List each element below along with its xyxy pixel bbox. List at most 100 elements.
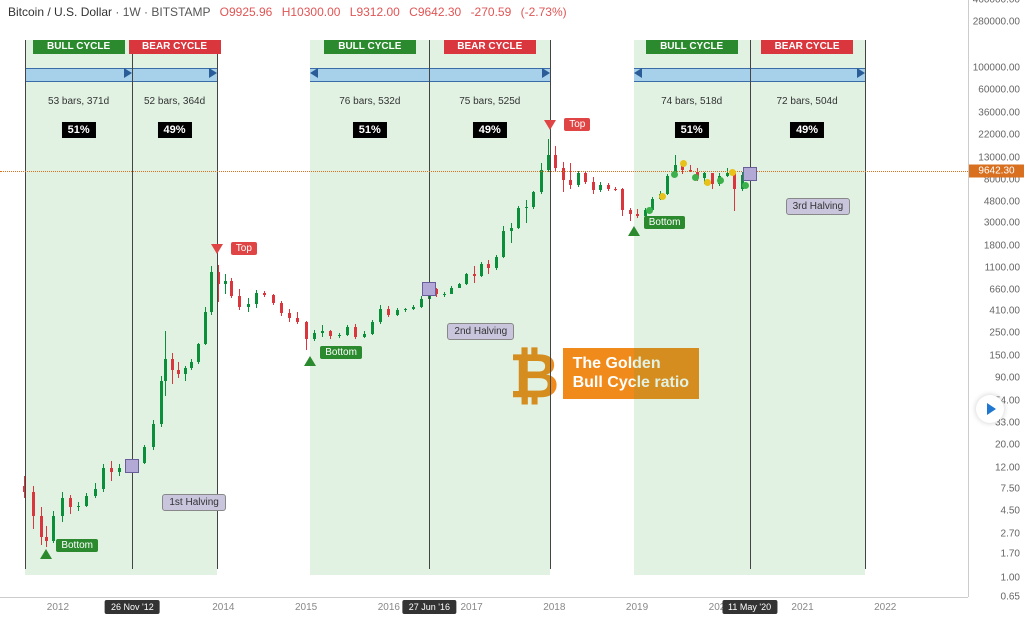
- bottom-label: Bottom: [320, 346, 362, 359]
- y-tick: 3000.00: [984, 218, 1020, 229]
- ohlc-open: O9925.96: [220, 5, 273, 19]
- y-tick: 4800.00: [984, 197, 1020, 208]
- cycle-header: BEAR CYCLE: [444, 40, 536, 54]
- halving-marker: [743, 167, 757, 181]
- y-tick: 36000.00: [978, 107, 1020, 118]
- y-tick: 12.00: [995, 462, 1020, 473]
- halving-marker: [125, 459, 139, 473]
- cycle-band: [750, 40, 865, 575]
- cycle-percent-label: 49%: [158, 122, 192, 138]
- exchange: BITSTAMP: [151, 5, 210, 19]
- ohlc-high: H10300.00: [282, 5, 341, 19]
- cycle-percent-label: 49%: [473, 122, 507, 138]
- y-tick: 1.00: [1001, 572, 1020, 583]
- y-tick: 1800.00: [984, 240, 1020, 251]
- x-axis: 2012201320142015201620172018201920202021…: [0, 597, 968, 625]
- y-tick: 4.50: [1001, 506, 1020, 517]
- y-tick: 280000.00: [973, 17, 1020, 28]
- cycle-bars-label: 75 bars, 525d: [459, 96, 520, 107]
- cycle-header: BULL CYCLE: [324, 40, 416, 54]
- y-tick: 60000.00: [978, 85, 1020, 96]
- x-tick: 2015: [295, 602, 317, 613]
- band-arrow-icon: [124, 68, 132, 78]
- x-axis-marker: 11 May '20: [722, 600, 777, 614]
- cycle-band: [429, 40, 550, 575]
- indicator-dot: [717, 177, 724, 184]
- x-tick: 2014: [212, 602, 234, 613]
- cycle-bars-label: 76 bars, 532d: [339, 96, 400, 107]
- cycle-percent-label: 51%: [675, 122, 709, 138]
- y-tick: 410.00: [989, 306, 1020, 317]
- arrow-up-icon: [40, 549, 52, 559]
- x-tick: 2021: [791, 602, 813, 613]
- cycle-band: [25, 40, 133, 575]
- cycle-divider: [750, 40, 751, 569]
- current-price-label: 9642.30: [969, 165, 1024, 178]
- y-tick: 460000.00: [973, 0, 1020, 6]
- halving-label: 2nd Halving: [447, 323, 514, 340]
- y-tick: 100000.00: [973, 62, 1020, 73]
- halving-marker: [422, 282, 436, 296]
- band-arrow-icon: [857, 68, 865, 78]
- cycle-bars-label: 52 bars, 364d: [144, 96, 205, 107]
- y-tick: 0.65: [1001, 592, 1020, 603]
- current-price-line: [0, 171, 968, 172]
- arrow-up-icon: [304, 356, 316, 366]
- y-tick: 13000.00: [978, 153, 1020, 164]
- cycle-divider: [217, 40, 218, 569]
- top-label: Top: [564, 118, 590, 131]
- cycle-header: BULL CYCLE: [33, 40, 125, 54]
- x-axis-marker: 26 Nov '12: [105, 600, 160, 614]
- cycle-percent-label: 51%: [353, 122, 387, 138]
- cycle-divider: [132, 40, 133, 569]
- x-tick: 2016: [378, 602, 400, 613]
- y-tick: 1100.00: [985, 262, 1020, 273]
- cycle-bars-label: 53 bars, 371d: [48, 96, 109, 107]
- cycle-bars-label: 72 bars, 504d: [776, 96, 837, 107]
- y-tick: 90.00: [995, 373, 1020, 384]
- cycle-divider: [25, 40, 26, 569]
- cycle-percent-label: 51%: [62, 122, 96, 138]
- y-tick: 2.70: [1001, 528, 1020, 539]
- y-tick: 1.70: [1001, 549, 1020, 560]
- band-arrow-icon: [310, 68, 318, 78]
- cycle-header: BEAR CYCLE: [761, 40, 853, 54]
- bottom-label: Bottom: [644, 216, 686, 229]
- symbol-header: Bitcoin / U.S. Dollar · 1W · BITSTAMP O9…: [8, 5, 567, 19]
- halving-label: 3rd Halving: [786, 198, 851, 215]
- y-axis: 460000.00 280000.00 100000.00 60000.00 36000…: [968, 0, 1024, 597]
- y-tick: 250.00: [989, 328, 1020, 339]
- y-tick: 22000.00: [978, 129, 1020, 140]
- cycle-divider: [865, 40, 866, 569]
- cycle-band: [634, 40, 750, 575]
- y-tick: 150.00: [989, 350, 1020, 361]
- ohlc-close: C9642.30: [409, 5, 461, 19]
- band-arrow-icon: [634, 68, 642, 78]
- cycle-divider: [429, 40, 430, 569]
- chart-container: Bitcoin / U.S. Dollar · 1W · BITSTAMP O9…: [0, 0, 1024, 625]
- ohlc-change: -270.59: [471, 5, 512, 19]
- cycle-header: BULL CYCLE: [646, 40, 738, 54]
- arrow-down-icon: [544, 120, 556, 130]
- arrow-up-icon: [628, 226, 640, 236]
- ohlc-low: L9312.00: [350, 5, 400, 19]
- top-label: Top: [231, 242, 257, 255]
- band-arrow-icon: [542, 68, 550, 78]
- bottom-label: Bottom: [56, 539, 98, 552]
- interval: 1W: [123, 5, 141, 19]
- x-tick: 2017: [460, 602, 482, 613]
- x-axis-marker: 27 Jun '16: [403, 600, 456, 614]
- band-arrow-icon: [209, 68, 217, 78]
- y-tick: 20.00: [995, 440, 1020, 451]
- y-tick: 7.50: [1001, 483, 1020, 494]
- cycle-percent-label: 49%: [790, 122, 824, 138]
- arrow-down-icon: [211, 244, 223, 254]
- ohlc-change-pct: (-2.73%): [521, 5, 567, 19]
- indicator-dot: [692, 174, 699, 181]
- x-tick: 2018: [543, 602, 565, 613]
- plot-area[interactable]: BULL CYCLE 53 bars, 371d 51% BEAR CYCLE 52 b…: [0, 0, 968, 597]
- x-tick: 2019: [626, 602, 648, 613]
- play-button[interactable]: [976, 395, 1004, 423]
- halving-label: 1st Halving: [162, 494, 225, 511]
- cycle-header: BEAR CYCLE: [129, 40, 221, 54]
